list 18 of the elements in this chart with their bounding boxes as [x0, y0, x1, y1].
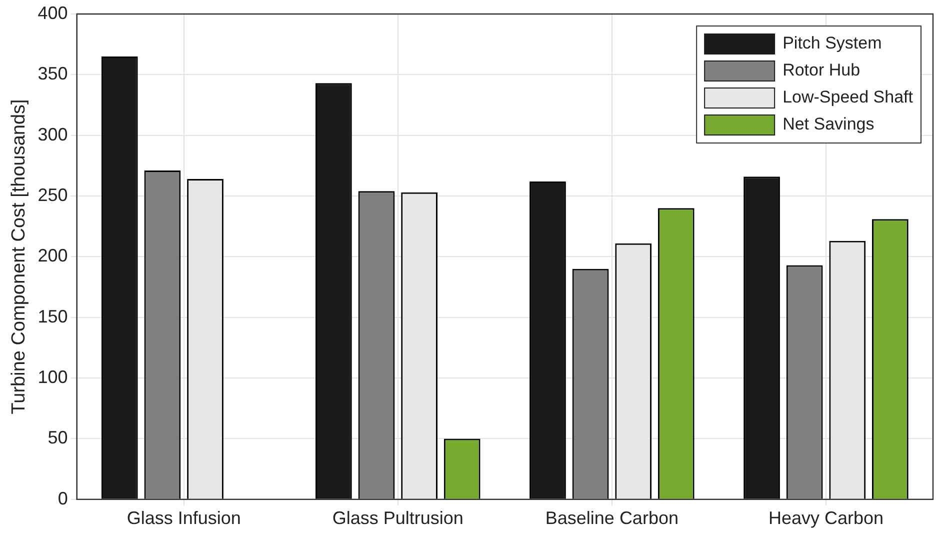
y-tick-label: 250	[38, 184, 68, 205]
y-tick-label: 200	[38, 246, 68, 266]
y-tick-label: 100	[38, 367, 68, 388]
y-tick-label: 300	[38, 124, 68, 144]
legend-label: Pitch System	[782, 34, 882, 53]
legend-label: Low-Speed Shaft	[782, 88, 914, 107]
x-tick-label: Glass Infusion	[126, 508, 241, 528]
y-tick-label: 150	[38, 306, 68, 326]
y-tick-label: 50	[48, 428, 68, 448]
x-tick-label: Glass Pultrusion	[332, 508, 464, 528]
legend-label: Rotor Hub	[782, 60, 860, 80]
x-tick-label: Baseline Carbon	[545, 508, 678, 528]
x-tick-label: Heavy Carbon	[768, 508, 884, 528]
legend-label: Net Savings	[782, 114, 874, 134]
y-tick-label: 400	[38, 2, 68, 23]
y-tick-label: 0	[58, 488, 68, 508]
y-axis-title: Turbine Component Cost [thousands]	[8, 99, 30, 414]
y-tick-label: 350	[38, 64, 68, 84]
